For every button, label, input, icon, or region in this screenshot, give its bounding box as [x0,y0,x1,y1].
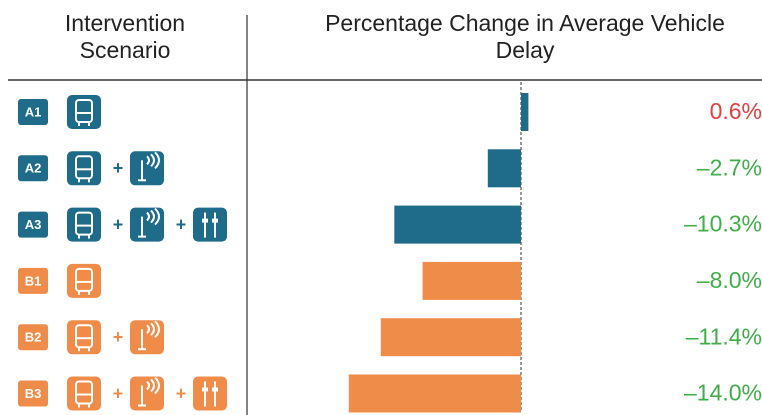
icon-bg [193,376,227,411]
antenna-icon [130,151,164,186]
icon-bg [130,207,164,242]
scenario-label: B1 [25,273,42,288]
scenario-badge [18,155,48,182]
signal-light [212,218,218,223]
bus-body [75,155,93,180]
bus-icon [67,95,101,129]
antenna-icon [130,376,164,411]
value-label: –14.0% [684,380,762,406]
scenario-badge [18,211,48,238]
antenna-waves [146,320,160,338]
value-label: –2.7% [697,154,762,180]
scenario-label: A2 [25,161,42,176]
bus-body [75,267,93,292]
scenario-label: A1 [25,104,42,119]
bar [348,374,521,413]
bus-icon [67,207,101,242]
value-label: –11.4% [686,323,762,349]
plus-sign: + [176,383,187,403]
plus-sign: + [176,214,187,234]
bar [487,149,521,188]
signal-light [202,387,208,392]
antenna-icon [130,320,164,355]
antenna-waves [146,151,160,170]
bar [521,93,529,131]
signal-icon [193,207,227,242]
value-label: 0.6% [710,98,762,124]
icon-bg [193,207,227,242]
icon-bg [130,320,164,355]
bus-icon [67,320,101,355]
plus-sign: + [113,327,124,347]
scenario-badge [18,324,48,351]
plus-sign: + [113,214,124,234]
scenario-label: B2 [25,330,42,345]
bus-icon [67,263,101,298]
bus-body [75,211,93,236]
signal-light [202,218,208,223]
scenario-label: B3 [25,386,42,401]
bus-body [75,380,93,405]
bus-body [75,324,93,349]
antenna-waves [146,207,160,226]
value-label: –8.0% [697,267,762,293]
header-delay: Percentage Change in Average Vehicle Del… [325,10,725,63]
bus-icon [67,376,101,411]
bus-icon [67,151,101,186]
antenna-waves [146,376,160,395]
bus-body [75,99,93,123]
plus-sign: + [113,158,124,178]
scenario-badge [18,380,48,407]
scenario-badge [18,267,48,294]
signal-light [212,387,218,392]
icon-bg [130,151,164,186]
bar [422,261,521,300]
scenario-label: A3 [25,217,42,232]
plus-sign: + [113,383,124,403]
scenario-badge [18,99,48,125]
signal-icon [193,376,227,411]
antenna-icon [130,207,164,242]
icon-bg [130,376,164,411]
bar [380,318,521,357]
bar [394,205,521,244]
header-scenario: Intervention Scenario [64,10,186,63]
value-label: –10.3% [684,211,762,237]
